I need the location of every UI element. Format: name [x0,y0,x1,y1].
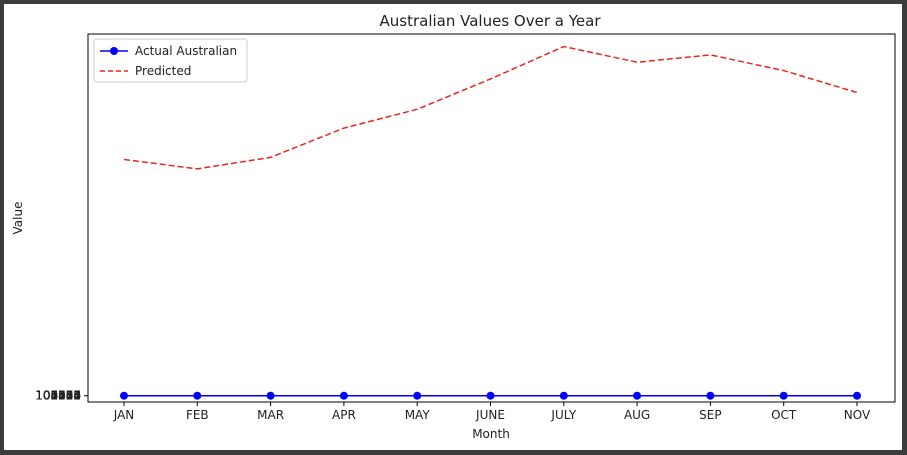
series-group [120,45,861,400]
actual-data-point [559,391,568,400]
actual-data-point [853,391,861,400]
y-axis-label: Value [11,202,25,235]
x-tick-label: JULY [550,408,576,422]
y-tick-label: 105555 [35,389,81,403]
x-axis-label: Month [472,427,510,441]
x-tick-label: AUG [624,408,650,422]
y-tick-label: 103333 [35,389,81,403]
legend-label-predicted: Predicted [135,64,191,78]
x-tick-label: SEP [699,408,721,422]
x-tick-label: OCT [771,408,797,422]
x-tick-label: FEB [186,408,209,422]
actual-data-point [633,391,642,400]
x-tick-label: MAY [405,408,431,422]
actual-data-point [706,391,715,400]
x-axis-ticks: JAN FEB MAR APR MAY JUNE JULY AUG SEP OCT NOV [113,402,871,422]
legend-label-actual: Actual Australian [135,44,237,58]
y-tick-label: 107777 [35,389,81,403]
legend-box [93,38,248,83]
y-tick-label: 106666 [35,389,81,403]
actual-data-point [193,391,202,400]
y-axis-ticks: 1000001011111022221033331044441055551066… [35,389,88,403]
predicted-series-line [123,45,858,170]
actual-data-point [266,391,275,400]
x-tick-label: APR [332,408,356,422]
actual-data-point [779,391,788,400]
actual-data-point [120,391,128,400]
legend-marker-actual [110,47,118,55]
y-tick-label: 102222 [35,389,81,403]
y-tick-label: 100000 [35,389,81,403]
line-chart: Australian Values Over a Year 1000001011… [11,12,896,441]
y-tick-label: 101111 [35,389,81,403]
plot-area [87,33,896,403]
x-tick-label: MAR [257,408,284,422]
y-tick-label: 108888 [35,389,81,403]
y-tick-label: 104444 [35,389,81,403]
x-tick-label: NOV [844,408,871,422]
chart-title: Australian Values Over a Year [380,12,602,30]
chart-frame: Australian Values Over a Year 100000 1011… [4,4,902,450]
actual-data-point [339,391,348,400]
legend: Actual Australian Predicted [93,38,248,83]
actual-data-point [413,391,422,400]
actual-data-point [486,391,495,400]
x-tick-label: JAN [113,408,135,422]
x-tick-label: JUNE [475,408,505,422]
